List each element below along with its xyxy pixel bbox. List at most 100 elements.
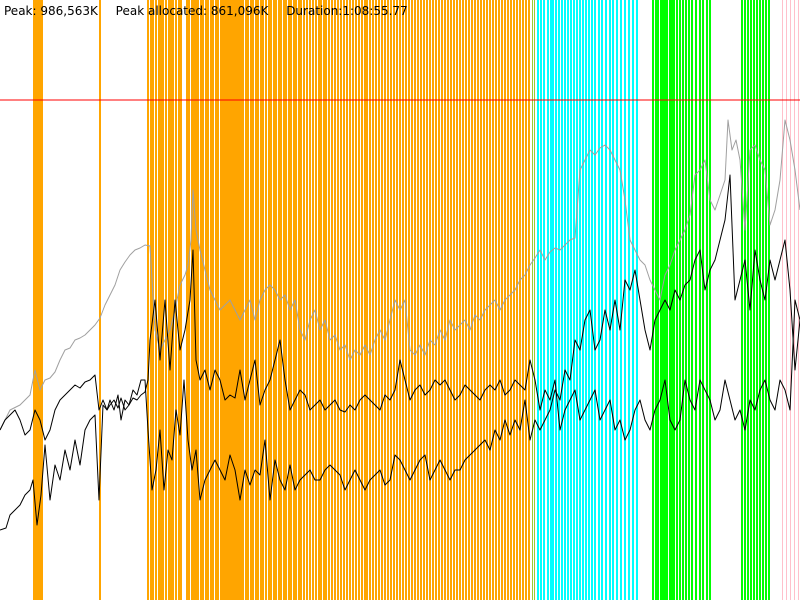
gc-event-bar	[346, 0, 348, 600]
gc-event-bar	[273, 0, 275, 600]
gc-event-bar	[396, 0, 398, 600]
gc-event-bar	[369, 0, 371, 600]
gc-event-bar	[343, 0, 345, 600]
gc-event-bar	[528, 0, 530, 600]
gc-event-bar	[238, 0, 240, 600]
gc-event-bar	[456, 0, 458, 600]
gc-event-bar	[691, 0, 693, 600]
gc-event-bar	[537, 0, 539, 600]
gc-event-bar	[567, 0, 569, 600]
gc-event-bar	[155, 0, 157, 600]
gc-event-bar	[178, 0, 180, 600]
gc-event-bar	[585, 0, 587, 600]
gc-event-bar	[36, 0, 37, 600]
gc-event-bar	[268, 0, 270, 600]
gc-event-bar	[492, 0, 494, 600]
gc-event-bar	[612, 0, 614, 600]
gc-event-bar	[285, 0, 287, 600]
gc-event-bar	[474, 0, 476, 600]
gc-event-bar	[270, 0, 272, 600]
gc-event-bar	[42, 0, 43, 600]
gc-event-bar	[250, 0, 252, 600]
gc-event-bands	[33, 0, 799, 600]
gc-event-bar	[337, 0, 339, 600]
memory-series-line	[0, 119, 800, 431]
gc-event-bar	[655, 0, 657, 600]
gc-event-bar	[220, 0, 222, 600]
gc-event-bar	[331, 0, 333, 600]
gc-event-bar	[435, 0, 437, 600]
gc-event-bar	[669, 0, 671, 600]
gc-event-bar	[547, 0, 549, 600]
gc-event-bar	[275, 0, 277, 600]
gc-event-bar	[186, 0, 188, 600]
gc-event-bar	[620, 0, 622, 600]
gc-event-bar	[660, 0, 662, 600]
gc-event-bar	[188, 0, 190, 600]
gc-event-bar	[197, 0, 199, 600]
gc-event-bar	[215, 0, 217, 600]
gc-event-bar	[588, 0, 590, 600]
gc-event-bar	[519, 0, 521, 600]
gc-event-bar	[447, 0, 449, 600]
gc-event-bar	[765, 0, 767, 600]
gc-event-bar	[399, 0, 401, 600]
gc-event-bar	[162, 0, 164, 600]
gc-event-bar	[453, 0, 455, 600]
gc-event-bar	[441, 0, 443, 600]
gc-event-bar	[232, 0, 234, 600]
gc-event-bar	[257, 0, 259, 600]
gc-event-bar	[390, 0, 392, 600]
gc-event-bar	[364, 0, 366, 600]
gc-event-bar	[320, 0, 322, 600]
gc-event-bar	[39, 0, 40, 600]
gc-event-bar	[361, 0, 363, 600]
gc-event-bar	[200, 0, 202, 600]
gc-event-bar	[417, 0, 419, 600]
gc-event-bar	[381, 0, 383, 600]
memory-series-line	[0, 174, 800, 531]
gc-event-bar	[191, 0, 193, 600]
gc-event-bar	[768, 0, 770, 600]
gc-event-bar	[245, 0, 247, 600]
gc-event-bar	[230, 0, 232, 600]
gc-event-bar	[33, 0, 34, 600]
gc-event-bar	[459, 0, 461, 600]
gc-event-bar	[387, 0, 389, 600]
gc-event-bar	[444, 0, 446, 600]
gc-event-bar	[247, 0, 249, 600]
gc-event-bar	[150, 0, 152, 600]
gc-event-bar	[411, 0, 413, 600]
gc-event-bar	[632, 0, 634, 600]
gc-event-bar	[420, 0, 422, 600]
gc-event-bar	[323, 0, 325, 600]
gc-event-bar	[576, 0, 578, 600]
gc-event-bar	[99, 0, 101, 600]
gc-event-bar	[358, 0, 360, 600]
gc-event-bar	[516, 0, 518, 600]
gc-event-bar	[222, 0, 224, 600]
gc-event-bar	[702, 0, 704, 600]
gc-event-bar	[624, 0, 626, 600]
stats-header: Peak: 986,563K Peak allocated: 861,096K …	[4, 4, 422, 18]
gc-event-bar	[699, 0, 701, 600]
gc-event-bar	[507, 0, 509, 600]
gc-event-bar	[35, 0, 36, 600]
gc-event-bar	[438, 0, 440, 600]
gc-event-bar	[513, 0, 515, 600]
gc-event-bar	[168, 0, 170, 600]
gc-event-bar	[582, 0, 584, 600]
gc-event-bar	[195, 0, 197, 600]
gc-event-bar	[393, 0, 395, 600]
gc-event-bar	[706, 0, 708, 600]
gc-event-bar	[489, 0, 491, 600]
gc-event-bar	[786, 0, 787, 600]
peak-label: Peak: 986,563K	[4, 4, 98, 18]
gc-event-bar	[688, 0, 690, 600]
gc-event-bar	[255, 0, 257, 600]
gc-event-bar	[293, 0, 295, 600]
gc-event-bar	[753, 0, 755, 600]
gc-event-bar	[158, 0, 160, 600]
gc-event-bar	[652, 0, 654, 600]
gc-event-bar	[561, 0, 563, 600]
